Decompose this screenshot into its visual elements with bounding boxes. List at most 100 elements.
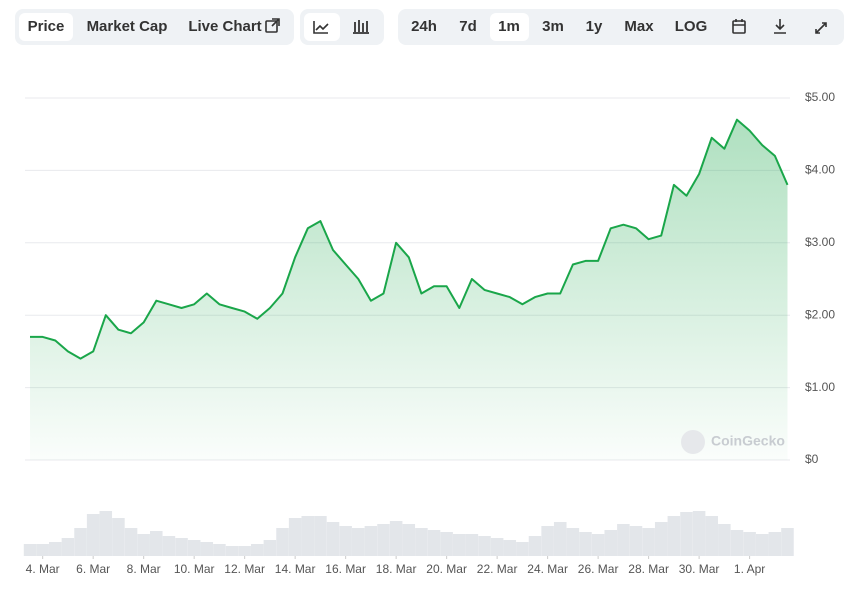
volume-bar	[604, 530, 618, 556]
active-tab	[19, 13, 73, 41]
active-range	[490, 13, 529, 41]
volume-bar	[452, 534, 466, 556]
watermark-logo	[681, 430, 705, 454]
range-button[interactable]: 1m	[498, 18, 520, 35]
volume-bar	[23, 544, 37, 556]
x-tick-label: 26. Mar	[578, 562, 619, 576]
download-icon[interactable]	[774, 19, 786, 34]
price-line	[30, 118, 789, 360]
volume-bar	[781, 528, 794, 556]
volume-bar	[490, 538, 504, 556]
volume-bar	[49, 542, 62, 556]
volume-bar	[427, 530, 441, 556]
x-tick-label: 24. Mar	[527, 562, 568, 576]
volume-bar	[465, 534, 479, 556]
tab[interactable]: Market Cap	[87, 18, 168, 35]
tab-group	[15, 9, 294, 45]
volume-bar	[654, 522, 668, 556]
calendar-icon[interactable]	[732, 19, 746, 34]
price-area	[30, 119, 788, 460]
x-tick-label: 10. Mar	[174, 562, 215, 576]
volume-bar	[478, 536, 491, 556]
volume-bar	[629, 526, 643, 556]
range-button[interactable]: 1y	[586, 18, 603, 35]
candle-icon[interactable]	[353, 20, 369, 34]
volume-bar	[718, 524, 731, 556]
volume-bar	[768, 532, 782, 556]
volume-bar	[74, 528, 87, 556]
x-tick-label: 30. Mar	[679, 562, 720, 576]
volume-bar	[200, 542, 214, 556]
y-tick-label: $4.00	[805, 163, 835, 177]
volume-bar	[402, 524, 416, 556]
x-tick-label: 14. Mar	[275, 562, 316, 576]
external-icon	[265, 18, 280, 33]
range-button[interactable]: 3m	[542, 18, 564, 35]
volume-bar	[440, 532, 453, 556]
x-tick-label: 8. Mar	[127, 562, 161, 576]
volume-bar	[617, 524, 630, 556]
volume-bar	[503, 540, 517, 556]
volume-bar	[213, 544, 226, 556]
volume-bar	[314, 516, 327, 556]
volume-bar	[339, 526, 352, 556]
volume-bar	[516, 542, 529, 556]
y-tick-label: $5.00	[805, 90, 835, 104]
y-tick-label: $3.00	[805, 235, 835, 249]
volume-bar	[99, 511, 113, 556]
volume-bar	[276, 528, 289, 556]
volume-bar	[553, 522, 567, 556]
x-tick-label: 22. Mar	[477, 562, 518, 576]
watermark: CoinGecko	[711, 433, 785, 449]
x-tick-label: 1. Apr	[734, 562, 765, 576]
volume-bar	[351, 528, 365, 556]
volume-bar	[579, 532, 592, 556]
volume-bar	[528, 536, 542, 556]
volume-bar	[238, 546, 251, 556]
volume-bar	[263, 540, 277, 556]
volume-bar	[225, 546, 239, 556]
volume-bar	[364, 526, 378, 556]
volume-bar	[415, 528, 428, 556]
tab[interactable]: Price	[28, 18, 65, 35]
expand-icon[interactable]	[815, 22, 827, 34]
range-button[interactable]: 24h	[411, 18, 437, 35]
volume-bar	[755, 534, 769, 556]
volume-bar	[377, 524, 390, 556]
x-tick-label: 6. Mar	[76, 562, 110, 576]
volume-bar	[591, 534, 605, 556]
volume-bar	[541, 526, 554, 556]
volume-bar	[112, 518, 125, 556]
volume-bar	[730, 530, 744, 556]
volume-bar	[680, 512, 693, 556]
y-tick-label: $0	[805, 452, 819, 466]
x-tick-label: 18. Mar	[376, 562, 417, 576]
x-tick-label: 12. Mar	[224, 562, 265, 576]
volume-bar	[162, 536, 176, 556]
log-button[interactable]: LOG	[675, 18, 708, 35]
volume-bar	[150, 531, 163, 556]
tab[interactable]: Live Chart	[188, 18, 261, 35]
volume-bar	[175, 538, 188, 556]
x-tick-label: 16. Mar	[325, 562, 366, 576]
x-tick-label: 28. Mar	[628, 562, 669, 576]
volume-bar	[61, 538, 75, 556]
volume-bar	[137, 534, 150, 556]
line-icon	[313, 21, 329, 34]
range-button[interactable]: Max	[624, 18, 654, 35]
volume-bar	[36, 544, 49, 556]
x-tick-label: 4. Mar	[26, 562, 60, 576]
range-button[interactable]: 7d	[459, 18, 477, 35]
volume-bar	[124, 528, 138, 556]
volume-bar	[642, 528, 655, 556]
volume-bar	[692, 511, 706, 556]
volume-bar	[743, 532, 756, 556]
volume-bar	[301, 516, 315, 556]
volume-bar	[187, 540, 201, 556]
y-tick-label: $2.00	[805, 307, 835, 321]
volume-bar	[667, 516, 681, 556]
volume-bar	[705, 516, 719, 556]
y-tick-label: $1.00	[805, 380, 835, 394]
volume-bar	[288, 518, 302, 556]
x-tick-label: 20. Mar	[426, 562, 467, 576]
